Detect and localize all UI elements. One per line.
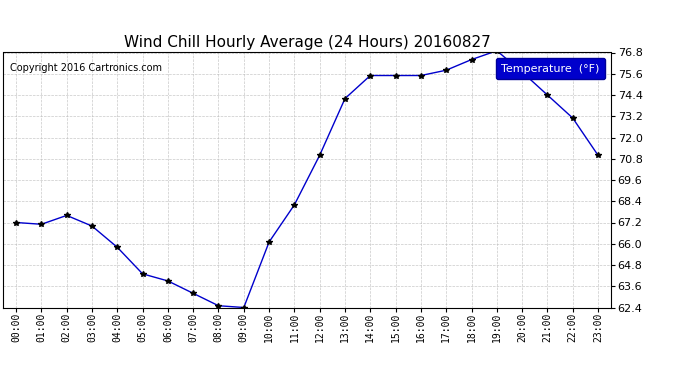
Text: Copyright 2016 Cartronics.com: Copyright 2016 Cartronics.com [10,63,161,73]
Legend: Temperature  (°F): Temperature (°F) [495,58,605,79]
Title: Wind Chill Hourly Average (24 Hours) 20160827: Wind Chill Hourly Average (24 Hours) 201… [124,35,491,50]
